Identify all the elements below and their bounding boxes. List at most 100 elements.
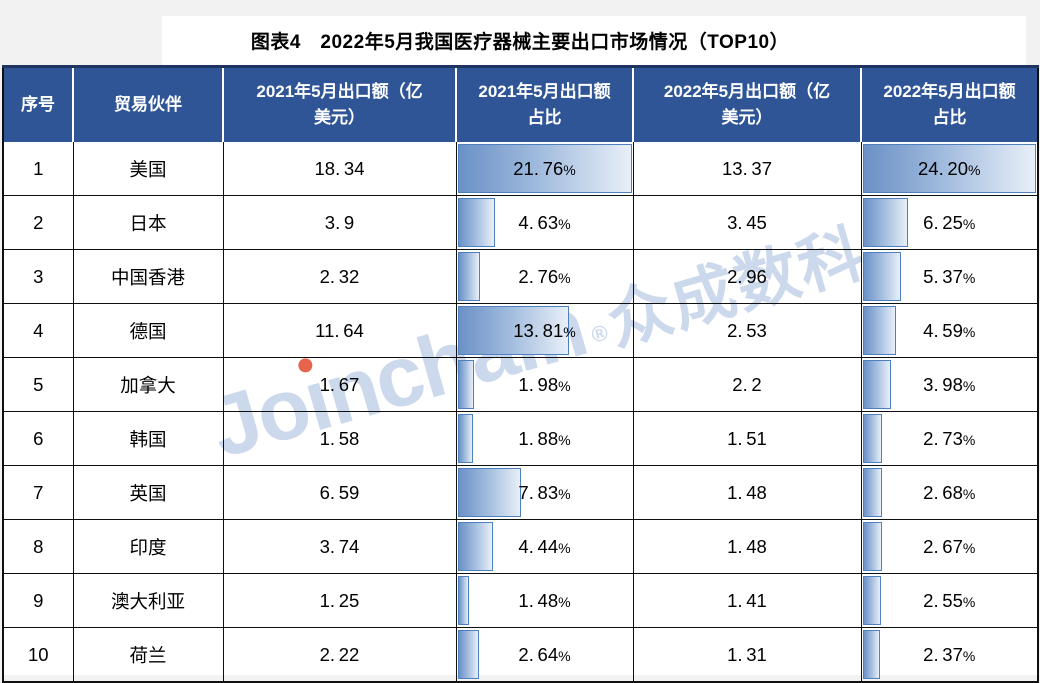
data-bar-2022 <box>862 252 902 301</box>
rank-cell: 5 <box>3 357 74 412</box>
share-2021-cell: 4. 63% <box>456 195 634 250</box>
data-bar-2021 <box>457 144 632 193</box>
export-2022-cell: 1. 48 <box>633 465 862 520</box>
export-market-table: 序号 贸易伙伴 2021年5月出口额（亿美元） 2021年5月出口额占比 2022年5月… <box>2 65 1039 683</box>
data-bar-2022 <box>862 630 880 679</box>
data-bar-2022 <box>862 522 882 571</box>
column-header: 贸易伙伴 <box>73 66 224 142</box>
rank-cell: 4 <box>3 303 74 358</box>
share-2022-label: 4. 59% <box>923 319 976 341</box>
partner-cell: 印度 <box>73 519 224 574</box>
share-2022-label: 3. 98% <box>923 373 976 395</box>
table-row: 1 美国 18. 34 21. 76% 13. 37 24. 20% <box>3 142 1038 196</box>
data-bar-2022 <box>862 144 1036 193</box>
title-background <box>162 16 1026 65</box>
export-2021-cell: 11. 64 <box>223 303 457 358</box>
share-2022-label: 5. 37% <box>923 265 976 287</box>
share-2021-cell: 2. 64% <box>456 627 634 682</box>
partner-cell: 德国 <box>73 303 224 358</box>
data-bar-2021 <box>457 198 495 247</box>
partner-cell: 韩国 <box>73 411 224 466</box>
share-2021-label: 13. 81% <box>513 319 576 341</box>
table-row: 4 德国 11. 64 13. 81% 2. 53 4. 59% <box>3 303 1038 358</box>
partner-cell: 日本 <box>73 195 224 250</box>
data-bar-2021 <box>457 414 473 463</box>
data-bar-2021 <box>457 306 570 355</box>
data-bar-2021 <box>457 576 470 625</box>
share-2022-cell: 3. 98% <box>861 357 1038 412</box>
table-row: 7 英国 6. 59 7. 83% 1. 48 2. 68% <box>3 465 1038 520</box>
table-row: 5 加拿大 1. 67 1. 98% 2. 2 3. 98% <box>3 357 1038 412</box>
column-header: 2021年5月出口额（亿美元） <box>223 66 457 142</box>
share-2021-cell: 4. 44% <box>456 519 634 574</box>
table-row: 9 澳大利亚 1. 25 1. 48% 1. 41 2. 55% <box>3 573 1038 628</box>
share-2022-cell: 6. 25% <box>861 195 1038 250</box>
share-2021-cell: 1. 48% <box>456 573 634 628</box>
partner-cell: 荷兰 <box>73 627 224 682</box>
title-band: 图表4 2022年5月我国医疗器械主要出口市场情况（TOP10） <box>0 0 1040 65</box>
share-2021-label: 4. 44% <box>518 535 571 557</box>
data-bar-2022 <box>862 414 883 463</box>
share-2021-cell: 13. 81% <box>456 303 634 358</box>
rank-cell: 1 <box>3 142 74 196</box>
export-2022-cell: 1. 48 <box>633 519 862 574</box>
data-bar-2022 <box>862 198 908 247</box>
data-bar-2022 <box>862 360 892 409</box>
rank-cell: 6 <box>3 411 74 466</box>
share-2021-cell: 7. 83% <box>456 465 634 520</box>
export-2021-cell: 1. 58 <box>223 411 457 466</box>
export-2021-cell: 3. 9 <box>223 195 457 250</box>
table-row: 6 韩国 1. 58 1. 88% 1. 51 2. 73% <box>3 411 1038 466</box>
data-bar-2021 <box>457 522 494 571</box>
rank-cell: 10 <box>3 627 74 682</box>
share-2022-label: 2. 37% <box>923 643 976 665</box>
column-header: 2021年5月出口额占比 <box>456 66 634 142</box>
share-2021-label: 2. 64% <box>518 643 571 665</box>
share-2022-label: 2. 55% <box>923 589 976 611</box>
table-row: 8 印度 3. 74 4. 44% 1. 48 2. 67% <box>3 519 1038 574</box>
export-2022-cell: 2. 53 <box>633 303 862 358</box>
data-bar-2022 <box>862 468 882 517</box>
share-2022-cell: 2. 67% <box>861 519 1038 574</box>
export-2022-cell: 2. 2 <box>633 357 862 412</box>
export-2022-cell: 2. 96 <box>633 249 862 304</box>
page-title: 图表4 2022年5月我国医疗器械主要出口市场情况（TOP10） <box>250 32 790 53</box>
column-header: 2022年5月出口额占比 <box>861 66 1038 142</box>
share-2021-label: 1. 88% <box>518 427 571 449</box>
data-bar-2022 <box>862 576 881 625</box>
share-2021-label: 2. 76% <box>518 265 571 287</box>
export-2021-cell: 2. 32 <box>223 249 457 304</box>
share-2021-label: 1. 48% <box>518 589 571 611</box>
share-2021-label: 1. 98% <box>518 373 571 395</box>
share-2022-label: 2. 67% <box>923 535 976 557</box>
share-2021-cell: 21. 76% <box>456 142 634 196</box>
share-2022-cell: 2. 73% <box>861 411 1038 466</box>
partner-cell: 澳大利亚 <box>73 573 224 628</box>
partner-cell: 美国 <box>73 142 224 196</box>
export-2021-cell: 6. 59 <box>223 465 457 520</box>
rank-cell: 2 <box>3 195 74 250</box>
data-bar-2021 <box>457 468 521 517</box>
data-bar-2021 <box>457 360 474 409</box>
share-2021-label: 7. 83% <box>518 481 571 503</box>
share-2022-label: 2. 68% <box>923 481 976 503</box>
rank-cell: 3 <box>3 249 74 304</box>
data-bar-2022 <box>862 306 896 355</box>
export-2022-cell: 1. 31 <box>633 627 862 682</box>
share-2022-cell: 2. 37% <box>861 628 1038 683</box>
column-header: 2022年5月出口额（亿美元） <box>633 66 862 142</box>
export-2021-cell: 1. 25 <box>223 573 457 628</box>
export-2022-cell: 3. 45 <box>633 195 862 250</box>
table-row: 10 荷兰 2. 22 2. 64% 1. 31 2. 37% <box>3 627 1038 683</box>
share-2022-cell: 4. 59% <box>861 303 1038 358</box>
share-2022-label: 6. 25% <box>923 211 976 233</box>
table-row: 3 中国香港 2. 32 2. 76% 2. 96 5. 37% <box>3 249 1038 304</box>
data-bar-2021 <box>457 252 480 301</box>
partner-cell: 中国香港 <box>73 249 224 304</box>
export-2022-cell: 1. 51 <box>633 411 862 466</box>
share-2021-cell: 2. 76% <box>456 249 634 304</box>
data-bar-2021 <box>457 630 479 679</box>
share-2021-cell: 1. 88% <box>456 411 634 466</box>
table-row: 2 日本 3. 9 4. 63% 3. 45 6. 25% <box>3 195 1038 250</box>
share-2022-label: 2. 73% <box>923 427 976 449</box>
